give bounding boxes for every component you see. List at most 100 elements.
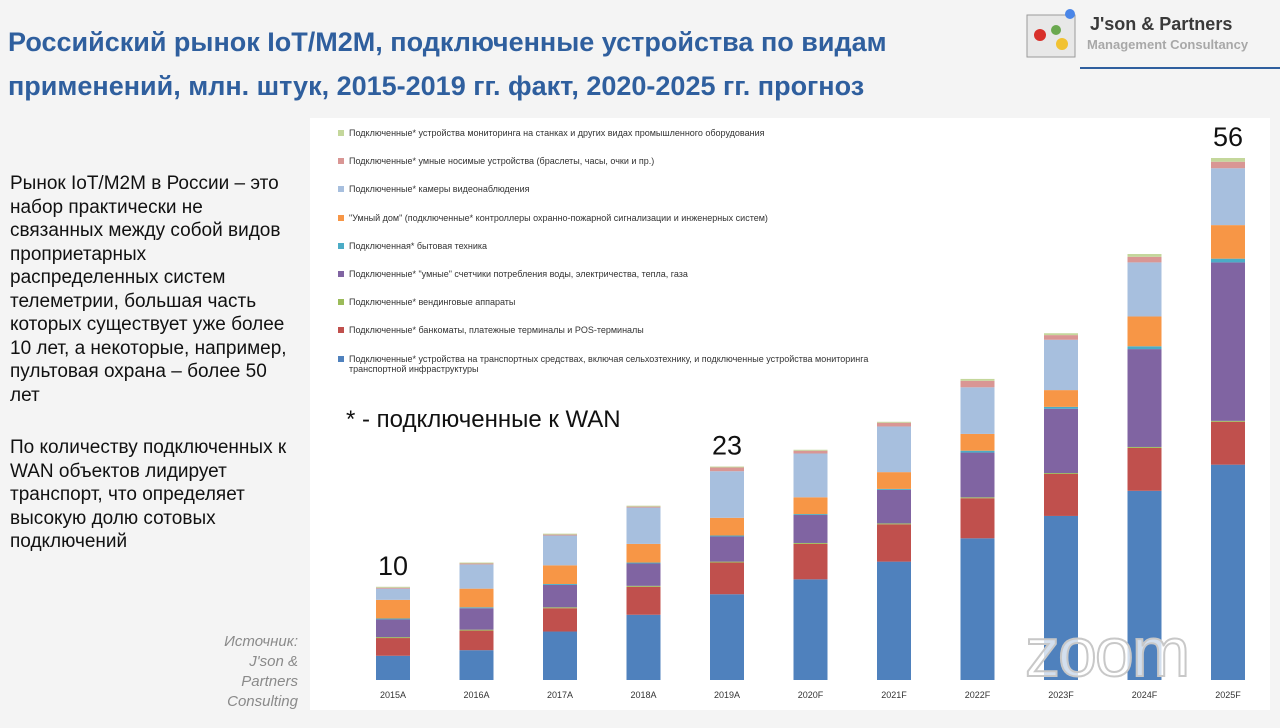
bar-segment (459, 630, 494, 651)
bar-segment (1044, 406, 1078, 409)
bar-segment (877, 422, 911, 427)
x-tick-label: 2018A (630, 690, 656, 700)
bar-segment (376, 587, 410, 589)
legend-entry: Подключенные* вендинговые аппараты (338, 297, 898, 325)
legend-label: Подключенные* устройства на транспортных… (349, 353, 869, 374)
bar-segment (543, 584, 577, 608)
bar-segment (1127, 254, 1162, 257)
bar-segment (960, 538, 995, 680)
x-tick-label: 2025F (1215, 690, 1241, 700)
bar-segment (1211, 225, 1245, 259)
legend-entry: Подключенные* банкоматы, платежные терми… (338, 325, 898, 353)
bar-segment (1127, 346, 1162, 350)
bar-segment (1127, 349, 1162, 447)
x-tick-label: 2019A (714, 690, 740, 700)
bar-segment (376, 588, 410, 600)
bar-segment (1127, 256, 1162, 263)
x-tick-label: 2021F (881, 690, 907, 700)
legend-label: Подключенная* бытовая техника (349, 240, 488, 251)
bar-segment (877, 488, 911, 490)
legend-entry: Подключенные* устройства мониторинга на … (338, 128, 898, 156)
bar-segment (543, 607, 577, 609)
body-text: По количеству подключенных к WAN объекто… (10, 437, 287, 552)
bar-segment (543, 534, 577, 536)
bar-segment (543, 535, 577, 566)
legend-label: Подключенные* устройства мониторинга на … (349, 128, 765, 138)
legend-swatch (338, 327, 344, 334)
bar-segment (459, 629, 494, 631)
bar-segment (626, 562, 661, 564)
bar-segment (877, 523, 911, 525)
source: Источник: J'son & Partners Consulting (224, 633, 298, 710)
bar-segment (543, 608, 577, 632)
bar-segment (1211, 258, 1245, 263)
total-label: 23 (712, 431, 742, 461)
bar-segment (877, 524, 911, 562)
total-label: 10 (378, 551, 408, 581)
bar-segment (877, 561, 911, 680)
bar-segment (1044, 335, 1078, 340)
bar-segment (960, 452, 995, 498)
bar-segment (960, 450, 995, 453)
legend-entry: Подключенные* умные носимые устройства (… (338, 156, 898, 184)
bar-segment (793, 579, 828, 680)
bar-segment (459, 562, 494, 564)
bar-segment (710, 535, 744, 537)
bar-segment (710, 517, 744, 536)
bar-segment (376, 655, 410, 680)
bar-segment (960, 498, 995, 539)
body-text: Рынок IoT/M2M в России – это набор практ… (10, 173, 287, 406)
x-tick-label: 2015A (380, 690, 406, 700)
legend-entry: Подключенные* "умные" счетчики потреблен… (338, 269, 898, 297)
x-tick-label: 2017A (547, 690, 573, 700)
bar-segment (376, 586, 410, 588)
bar-segment (1211, 420, 1245, 422)
bar-segment (626, 563, 661, 586)
bar-segment (793, 542, 828, 544)
legend-entry: Подключенные* устройства на транспортных… (338, 354, 898, 382)
bar-segment (626, 586, 661, 615)
bar-segment (543, 631, 577, 680)
legend-swatch (338, 130, 344, 136)
bar-segment (1127, 262, 1162, 317)
bar-segment (1044, 515, 1078, 680)
bar-segment (793, 514, 828, 516)
bar-segment (1211, 464, 1245, 680)
bar-segment (626, 506, 661, 508)
bar-segment (376, 637, 410, 639)
bar-segment (459, 650, 494, 680)
bar-segment (376, 619, 410, 638)
bar-segment (626, 507, 661, 544)
bar-segment (793, 497, 828, 515)
bar-segment (710, 594, 744, 680)
bar-segment (793, 453, 828, 498)
bar-segment (459, 563, 494, 565)
legend-label: Подключенные* умные носимые устройства (… (349, 156, 655, 167)
legend-swatch (338, 242, 344, 249)
bar-segment (877, 421, 911, 423)
logo-name: J'son & Partners (1090, 14, 1233, 34)
bar-segment (543, 583, 577, 585)
bar-segment (1211, 161, 1245, 169)
bar-segment (1127, 447, 1162, 491)
bar-segment (960, 433, 995, 451)
bar-segment (626, 585, 661, 587)
legend-label: Подключенные* "умные" счетчики потреблен… (349, 268, 688, 279)
bar-segment (1211, 262, 1245, 421)
bar-segment (877, 426, 911, 473)
bar-segment (1044, 473, 1078, 516)
bar-segment (960, 380, 995, 388)
bar-segment (960, 378, 995, 381)
bar-segment (793, 515, 828, 543)
bar-segment (1044, 408, 1078, 474)
bar-segment (710, 466, 744, 468)
bar-segment (1127, 316, 1162, 347)
slide-title: Российский рынок IoT/M2M, подключенные у… (8, 27, 887, 101)
bar-segment (459, 608, 494, 630)
note: * - подключенные к WAN (346, 406, 621, 433)
x-tick-label: 2020F (798, 690, 824, 700)
legend-swatch (338, 186, 344, 193)
bar-segment (960, 497, 995, 499)
x-tick-label: 2022F (965, 690, 991, 700)
